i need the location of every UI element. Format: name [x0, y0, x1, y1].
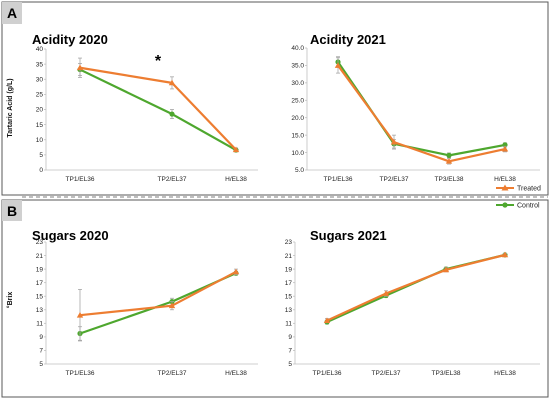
y-tick-label: 15 — [36, 122, 44, 129]
chart-sugars-2021: Sugars 2021 5 7 9 11 13 15 17 19 21 23 TP1/EL36 TP2/… — [285, 228, 540, 377]
series-line-treated — [79, 270, 237, 317]
y-tick-label: 15.0 — [291, 132, 304, 139]
y-tick-label: 17 — [285, 280, 293, 287]
series-line-control — [79, 272, 237, 335]
x-tick-label: TP1/EL36 — [324, 176, 353, 183]
chart-title: Acidity 2021 — [310, 32, 386, 47]
y-tick-label: 25.0 — [291, 97, 304, 104]
panel-a-badge — [2, 2, 22, 24]
legend-treated-marker — [501, 184, 509, 191]
y-tick-label: 11 — [285, 321, 292, 328]
series-line-treated — [326, 253, 506, 322]
y-tick-label: 40.0 — [291, 45, 304, 52]
data-point-treated — [334, 62, 342, 68]
y-tick-label: 35 — [36, 61, 44, 68]
data-point-treated — [501, 145, 509, 152]
data-point-treated — [501, 251, 509, 258]
y-tick-label: 9 — [39, 334, 43, 341]
chart-acidity-2021: Acidity 2021 5.0 10.0 15.0 20.0 25.0 30.0 35.0 4… — [291, 32, 540, 183]
data-point-treated — [76, 64, 84, 71]
x-tick-label: H/EL38 — [494, 370, 516, 377]
panel-a-box — [1, 1, 549, 196]
series-line-treated — [337, 64, 506, 163]
y-tick-label: 9 — [288, 334, 292, 341]
y-tick-label: 13 — [285, 307, 293, 314]
y-tick-label: 40 — [36, 46, 44, 53]
x-tick-label: TP3/EL38 — [432, 370, 461, 377]
chart-acidity-2020: Acidity 2020 0 5 10 15 20 25 30 35 40 TP1/EL36 TP2/… — [32, 32, 258, 183]
y-tick-label: 5 — [288, 361, 292, 368]
data-point-treated — [323, 317, 331, 324]
y-tick-label: 17 — [36, 280, 44, 287]
x-tick-label: H/EL38 — [494, 176, 516, 183]
x-tick-label: TP1/EL36 — [66, 370, 95, 377]
y-tick-label: 10.0 — [291, 150, 304, 157]
panel-a-letter: A — [7, 5, 17, 21]
panel-b-badge — [2, 200, 22, 221]
chart-title: Acidity 2020 — [32, 32, 108, 47]
y-tick-label: 15 — [285, 293, 293, 300]
y-tick-label: 15 — [36, 293, 44, 300]
legend: Treated Control — [496, 184, 541, 210]
y-tick-label: 5 — [39, 152, 43, 159]
y-tick-label: 7 — [288, 348, 292, 355]
series-line-control — [326, 253, 506, 323]
panel-b-letter: B — [7, 203, 17, 219]
y-tick-label: 23 — [285, 239, 293, 246]
chart-sugars-2020: Sugars 2020 5 7 9 11 13 15 17 19 21 23 TP1/EL36 TP2/… — [32, 228, 258, 377]
significance-star: * — [155, 53, 162, 70]
data-point-treated — [390, 138, 398, 145]
y-tick-label: 35.0 — [291, 63, 304, 70]
chart-title: Sugars 2021 — [310, 228, 387, 243]
data-point-treated — [445, 158, 453, 164]
data-point-treated — [382, 290, 390, 296]
y-tick-label: 25 — [36, 92, 44, 99]
y-tick-label: 19 — [285, 266, 293, 273]
x-tick-label: TP2/EL37 — [380, 176, 409, 183]
y-tick-label: 5.0 — [295, 167, 304, 174]
sugars-y-axis-label: °Brix — [6, 292, 14, 309]
series-line-control — [337, 61, 506, 157]
x-tick-label: TP2/EL37 — [372, 370, 401, 377]
y-tick-label: 13 — [36, 307, 44, 314]
y-tick-label: 11 — [36, 321, 43, 328]
data-point-treated — [232, 146, 240, 153]
acidity-y-axis-label: Tartaric Acid (g/L) — [7, 78, 14, 137]
data-point-treated — [442, 266, 450, 273]
legend-control-marker — [502, 202, 508, 208]
data-point-treated — [168, 79, 176, 86]
data-point-treated — [76, 312, 84, 318]
y-tick-label: 0 — [39, 167, 43, 174]
y-tick-label: 5 — [39, 361, 43, 368]
y-tick-label: 21 — [36, 253, 44, 260]
y-tick-label: 30 — [36, 76, 44, 83]
data-point-treated — [232, 268, 240, 275]
panel-b-box — [1, 199, 549, 398]
y-tick-label: 20.0 — [291, 115, 304, 122]
x-tick-label: TP1/EL36 — [66, 176, 95, 183]
y-tick-label: 19 — [36, 266, 44, 273]
x-tick-label: H/EL38 — [225, 370, 247, 377]
y-tick-label: 23 — [36, 239, 44, 246]
x-tick-label: TP2/EL37 — [158, 176, 187, 183]
legend-control-label: Control — [517, 203, 540, 210]
y-tick-label: 10 — [36, 137, 44, 144]
data-point-control — [446, 152, 452, 158]
y-tick-label: 30.0 — [291, 80, 304, 87]
x-tick-label: TP2/EL37 — [158, 370, 187, 377]
x-tick-label: TP3/EL38 — [435, 176, 464, 183]
chart-title: Sugars 2020 — [32, 228, 109, 243]
x-tick-label: H/EL38 — [225, 176, 247, 183]
y-tick-label: 7 — [39, 348, 43, 355]
y-tick-label: 20 — [36, 107, 44, 114]
data-point-treated — [168, 302, 176, 309]
data-point-control — [169, 111, 175, 117]
legend-treated-label: Treated — [517, 186, 541, 193]
x-tick-label: TP1/EL36 — [313, 370, 342, 377]
y-tick-label: 21 — [285, 253, 293, 260]
